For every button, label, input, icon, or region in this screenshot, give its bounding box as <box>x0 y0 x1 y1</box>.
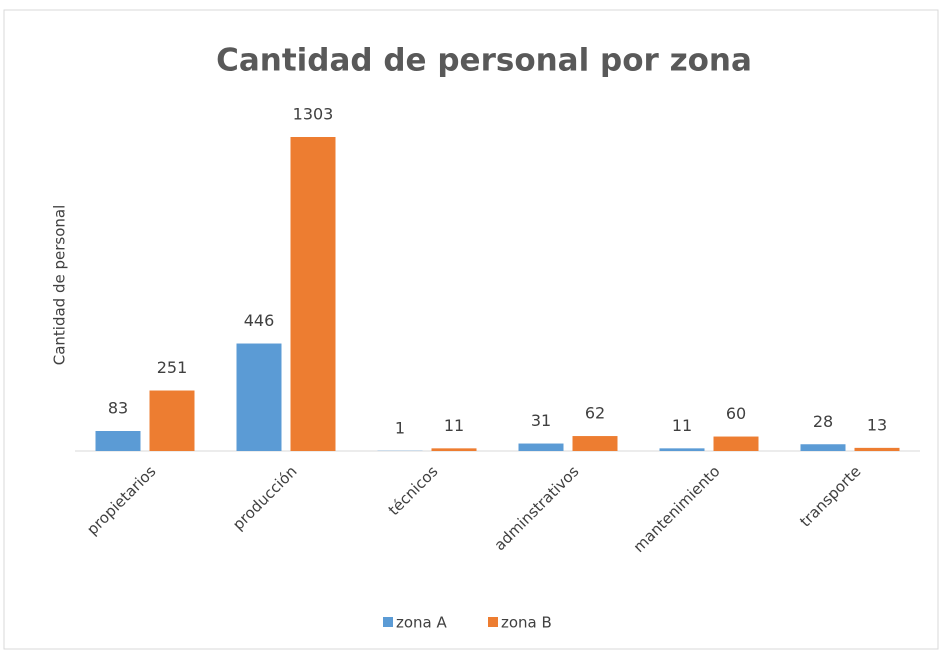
bar <box>855 448 900 451</box>
data-label: 31 <box>531 411 551 430</box>
bar <box>432 448 477 451</box>
bar <box>714 437 759 451</box>
y-axis-label: Cantidad de personal <box>51 205 69 366</box>
data-label: 28 <box>813 412 833 431</box>
data-label: 11 <box>444 416 464 435</box>
data-label: 11 <box>672 416 692 435</box>
bar <box>801 444 846 451</box>
chart-border <box>4 10 938 649</box>
bar <box>519 444 564 451</box>
bar <box>291 137 336 451</box>
data-label: 83 <box>108 398 128 417</box>
bar <box>150 391 195 451</box>
bar <box>660 448 705 451</box>
bar <box>237 344 282 451</box>
data-label: 1 <box>395 418 405 437</box>
legend-swatch <box>383 617 393 627</box>
chart-title: Cantidad de personal por zona <box>216 43 752 79</box>
legend-label: zona A <box>396 614 448 632</box>
legend-label: zona B <box>501 614 552 632</box>
data-label: 13 <box>867 415 887 434</box>
bar <box>96 431 141 451</box>
data-label: 62 <box>585 404 605 423</box>
data-label: 1303 <box>293 105 334 124</box>
data-label: 251 <box>157 358 188 377</box>
data-label: 60 <box>726 404 746 423</box>
bar <box>573 436 618 451</box>
data-label: 446 <box>244 311 275 330</box>
legend-swatch <box>488 617 498 627</box>
